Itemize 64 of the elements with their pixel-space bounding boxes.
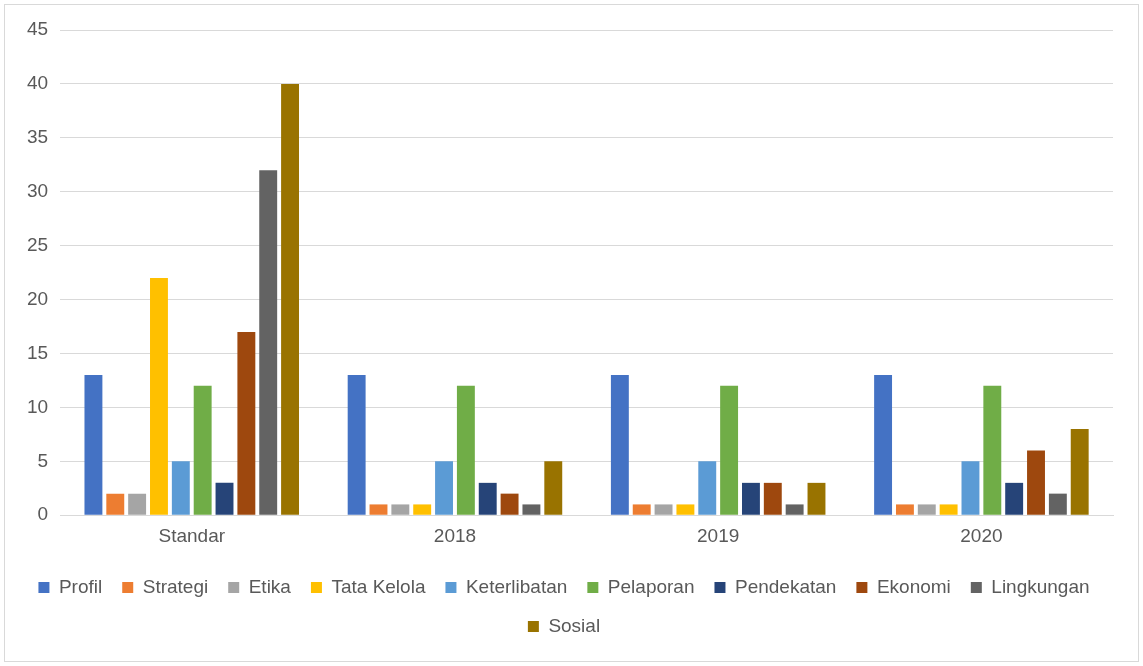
legend-label: Sosial (548, 614, 601, 636)
bar (720, 385, 739, 515)
y-tick-label: 20 (26, 287, 49, 309)
bar (807, 482, 826, 515)
bar (961, 461, 980, 515)
bar (785, 504, 804, 515)
bar (259, 170, 278, 515)
y-tick-label: 40 (26, 72, 49, 94)
bar (917, 504, 936, 515)
bar (215, 482, 234, 515)
x-tick-label: Standar (158, 524, 226, 546)
bar (369, 504, 388, 515)
bar (150, 277, 168, 515)
y-tick-label: 15 (26, 341, 49, 363)
y-tick-label: 10 (26, 395, 49, 417)
legend-label: Etika (248, 575, 292, 597)
bar (193, 385, 212, 515)
bar (237, 331, 256, 515)
bar (610, 375, 629, 515)
x-tick-label: 2020 (960, 524, 1003, 546)
bar (456, 385, 475, 515)
bar (1048, 493, 1067, 515)
bar (895, 504, 914, 515)
legend-label: Strategi (142, 575, 209, 597)
bar (478, 482, 497, 515)
y-tick-label: 35 (26, 126, 49, 148)
bar (347, 375, 366, 515)
y-tick-label: 30 (26, 179, 49, 201)
bar (763, 482, 782, 515)
bar (983, 385, 1002, 515)
legend-label: Pendekatan (734, 575, 837, 597)
bar (106, 493, 125, 515)
bar (632, 504, 651, 515)
bar (391, 504, 410, 515)
x-tick-label: 2019 (697, 524, 740, 546)
bar (676, 504, 695, 515)
y-tick-label: 5 (37, 449, 49, 471)
legend-label: Lingkungan (991, 575, 1090, 597)
y-tick-label: 25 (26, 233, 49, 255)
bar (654, 504, 673, 515)
legend-label: Profil (58, 575, 103, 597)
bar (1070, 428, 1089, 515)
bar (171, 461, 190, 515)
bar (1005, 482, 1024, 515)
bar (741, 482, 760, 515)
bar (1027, 450, 1045, 515)
y-tick-label: 45 (26, 18, 49, 40)
bar (500, 493, 519, 515)
bar (128, 493, 147, 515)
bar (874, 375, 893, 515)
legend-label: Pelaporan (607, 575, 695, 597)
legend-label: Tata Kelola (331, 575, 426, 597)
bar (84, 375, 103, 515)
bar (939, 504, 958, 515)
bar (413, 504, 432, 515)
legend-label: Ekonomi (876, 575, 951, 597)
y-tick-label: 0 (37, 503, 49, 525)
bar (698, 461, 717, 515)
x-tick-label: 2018 (433, 524, 477, 546)
bar (435, 461, 453, 515)
bar (522, 504, 541, 515)
bar (544, 461, 563, 515)
legend-label: Keterlibatan (465, 575, 568, 597)
bar (281, 83, 300, 515)
